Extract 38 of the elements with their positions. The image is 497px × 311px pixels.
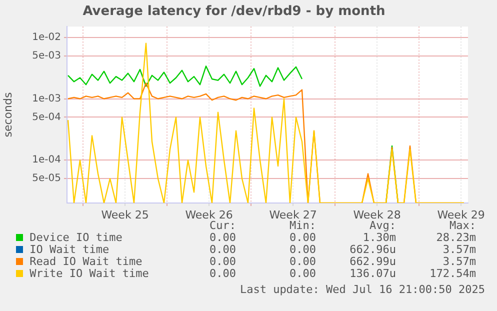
text: 136.07u <box>348 267 396 280</box>
text: Cur: <box>208 219 236 232</box>
y-tick-label: 5e-05 <box>32 173 61 184</box>
text: 662.96u <box>348 243 396 256</box>
x-tick-label: Week 27 <box>269 208 317 222</box>
legend-label: Read IO Wait time <box>28 255 144 268</box>
text: 0.00 <box>288 255 316 268</box>
text: 0.00 <box>208 243 236 256</box>
x-tick-label: Week 29 <box>437 208 485 222</box>
text: Avg: <box>368 219 396 232</box>
text: 28.23m <box>435 231 476 244</box>
text: 0.00 <box>288 243 316 256</box>
text: 0.00 <box>288 267 316 280</box>
text: Last update: Wed Jul 16 21:00:50 2025 <box>240 283 485 296</box>
legend-label: Device IO time <box>28 231 124 244</box>
y-tick-label: 5e-04 <box>32 112 61 123</box>
text: 3.57m <box>442 243 476 256</box>
text: 662.99u <box>348 255 396 268</box>
text: 0.00 <box>288 231 316 244</box>
text: 172.54m <box>428 267 476 280</box>
x-tick-label: Week 25 <box>101 208 149 222</box>
legend-label: IO Wait time <box>28 243 110 256</box>
text: 0.00 <box>208 267 236 280</box>
y-axis-title: seconds <box>1 92 14 138</box>
text: Max: <box>448 219 476 232</box>
y-tick-label: 5e-03 <box>32 50 61 62</box>
x-tick-label: Week 26 <box>185 208 233 222</box>
text: Min: <box>288 219 316 232</box>
text: 0.00 <box>208 231 236 244</box>
y-tick-label: 1e-03 <box>32 93 61 104</box>
chart-title: Average latency for /dev/rbd9 - by month <box>82 4 386 20</box>
text: 0.00 <box>208 255 236 268</box>
text: 3.57m <box>442 255 476 268</box>
x-tick-label: Week 28 <box>353 208 401 222</box>
text: 1.30m <box>362 231 396 244</box>
y-tick-label: 1e-04 <box>32 154 61 166</box>
legend-label: Write IO Wait time <box>28 267 150 280</box>
y-tick-label: 1e-02 <box>32 32 61 43</box>
